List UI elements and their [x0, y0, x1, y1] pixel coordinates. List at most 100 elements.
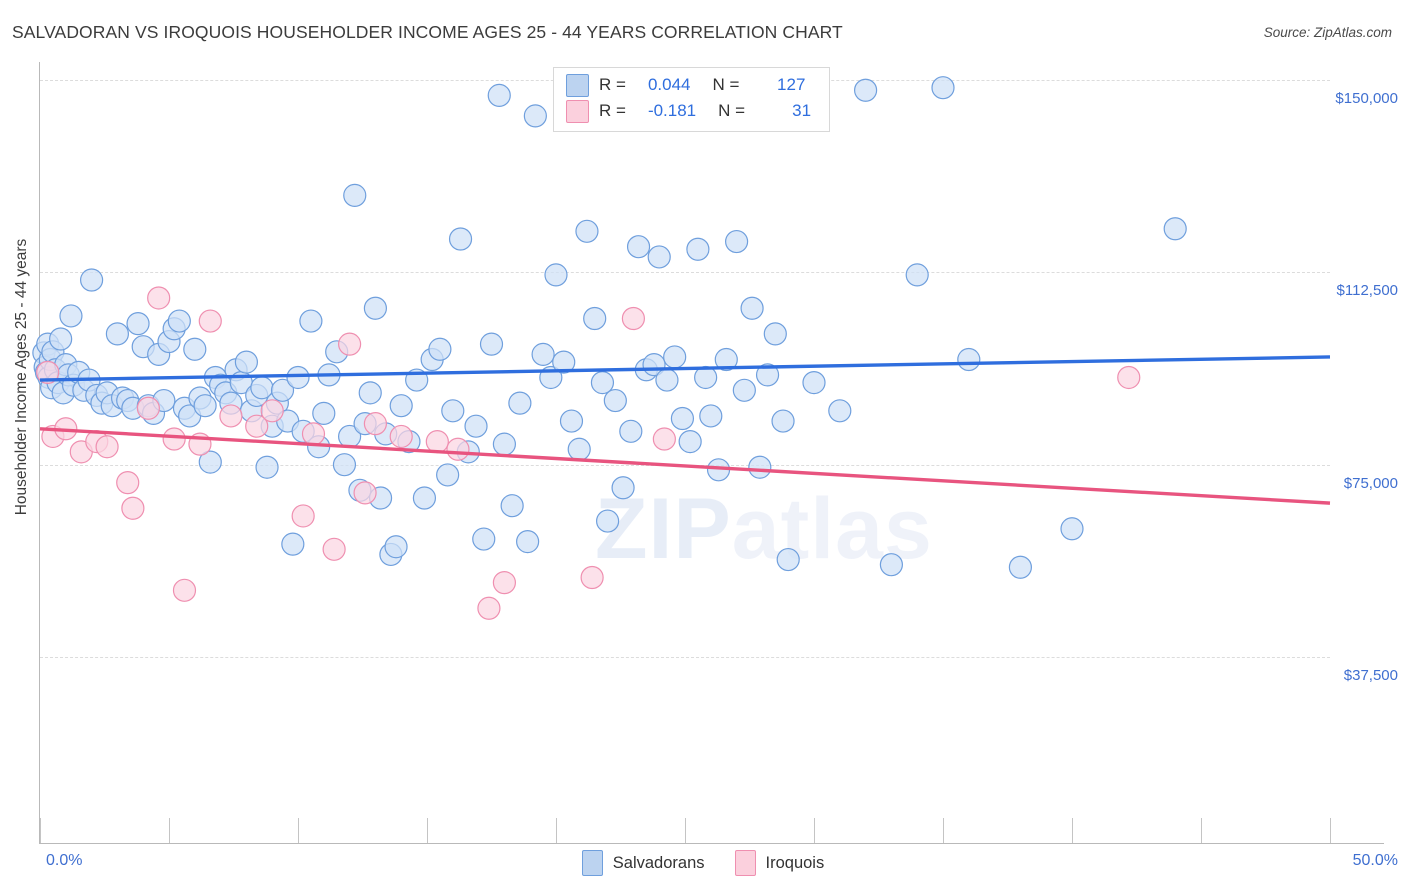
- scatter-point: [931, 76, 955, 100]
- y-axis-line: [39, 62, 41, 843]
- scatter-point: [234, 350, 258, 374]
- y-tick-label-0: $150,000: [1335, 90, 1398, 107]
- scatter-point: [670, 406, 695, 431]
- legend-item-iroquois[interactable]: Iroquois: [734, 850, 824, 876]
- scatter-point: [492, 432, 516, 456]
- scatter-point: [1060, 517, 1084, 541]
- stats-row-salvadorans: R = 0.044 N = 127: [566, 72, 805, 98]
- scatter-point: [487, 83, 511, 107]
- scatter-point: [652, 427, 676, 451]
- scatter-point: [611, 476, 635, 500]
- scatter-point: [245, 414, 269, 438]
- x-axis-tick: [685, 818, 687, 843]
- scatter-point: [1163, 217, 1187, 241]
- n-label-pink: N =: [718, 101, 746, 120]
- scatter-point: [281, 532, 305, 556]
- legend-swatch-salvadorans-icon: [581, 850, 603, 876]
- scatter-point: [338, 332, 362, 356]
- scatter-point: [198, 309, 222, 333]
- scatter-point: [500, 494, 524, 518]
- scatter-point: [802, 371, 826, 395]
- scatter-point: [270, 378, 295, 402]
- swatch-pink-icon: [566, 99, 589, 123]
- scatter-point: [441, 399, 465, 423]
- scatter-point: [193, 394, 217, 418]
- x-axis-tick: [40, 818, 42, 843]
- scatter-point: [105, 322, 130, 346]
- scatter-point: [260, 399, 284, 423]
- scatter-point: [1008, 555, 1033, 579]
- scatter-point: [147, 286, 171, 310]
- x-axis-line: [39, 842, 1384, 844]
- points-iroquois: [36, 286, 1141, 620]
- scatter-point: [544, 263, 568, 287]
- plot-area: ZIPatlas: [32, 62, 1331, 843]
- trendline-salvadorans: [39, 355, 1331, 382]
- scatter-point: [714, 347, 738, 372]
- scatter-point: [36, 360, 60, 384]
- scatter-point: [219, 404, 243, 428]
- scatter-point: [479, 332, 504, 356]
- scatter-point: [559, 409, 584, 433]
- scatter-point: [516, 530, 540, 554]
- scatter-point: [198, 450, 222, 474]
- scatter-point: [523, 104, 547, 128]
- scatter-point: [126, 312, 150, 336]
- scatter-point: [332, 453, 357, 477]
- scatter-point: [95, 435, 119, 459]
- scatter-layer: [32, 76, 1331, 620]
- scatter-point: [436, 463, 460, 487]
- scatter-point: [343, 183, 367, 207]
- statistics-legend-box: R = 0.044 N = 127 R = -0.181 N = 31: [553, 67, 830, 132]
- n-value-pink: 31: [792, 101, 812, 120]
- y-tick-label-3: $37,500: [1343, 667, 1398, 684]
- swatch-blue-icon: [566, 73, 589, 97]
- scatter-point: [286, 365, 310, 390]
- scatter-point: [626, 235, 651, 259]
- x-axis-tick: [556, 818, 558, 843]
- x-axis-min-label: 0.0%: [46, 852, 83, 869]
- scatter-point: [531, 342, 555, 366]
- scatter-point: [358, 381, 382, 405]
- scatter-point: [116, 471, 140, 495]
- scatter-point: [603, 388, 627, 413]
- scatter-point: [301, 422, 326, 446]
- x-axis-tick: [427, 818, 429, 843]
- scatter-point: [552, 350, 576, 374]
- n-label-blue: N =: [712, 75, 740, 94]
- gridline-112500: [40, 272, 1330, 273]
- scatter-point: [732, 378, 756, 402]
- scatter-point: [412, 486, 437, 510]
- scatter-point: [755, 363, 780, 387]
- scatter-point: [136, 396, 160, 420]
- scatter-point: [575, 219, 599, 243]
- scatter-point: [464, 414, 488, 438]
- scatter-point: [724, 229, 749, 254]
- scatter-point: [448, 227, 473, 251]
- trendline-iroquois: [39, 427, 1331, 505]
- scatter-point: [183, 337, 207, 361]
- x-axis-tick: [298, 818, 300, 843]
- scatter-point: [322, 537, 346, 561]
- y-tick-label-1: $112,500: [1336, 282, 1398, 299]
- scatter-point: [748, 455, 772, 479]
- scatter-point: [291, 504, 315, 528]
- y-axis-label: Householder Income Ages 25 - 44 years: [13, 238, 30, 516]
- x-axis-tick: [1201, 818, 1203, 843]
- scatter-point: [879, 553, 904, 577]
- source-attribution: Source: ZipAtlas.com: [1263, 25, 1392, 40]
- scatter-point: [299, 309, 323, 333]
- x-axis-max-label: 50.0%: [1352, 852, 1398, 869]
- r-value-blue: 0.044: [647, 75, 691, 94]
- scatter-point: [172, 578, 197, 602]
- scatter-point: [472, 527, 496, 551]
- r-label-blue: R =: [599, 75, 626, 94]
- scatter-point: [49, 327, 73, 351]
- scatter-point: [121, 496, 145, 520]
- scatter-point: [619, 419, 643, 443]
- scatter-point: [686, 237, 710, 261]
- scatter-point: [389, 424, 413, 449]
- y-tick-label-2: $75,000: [1343, 475, 1398, 492]
- legend-item-salvadorans[interactable]: Salvadorans: [581, 850, 705, 876]
